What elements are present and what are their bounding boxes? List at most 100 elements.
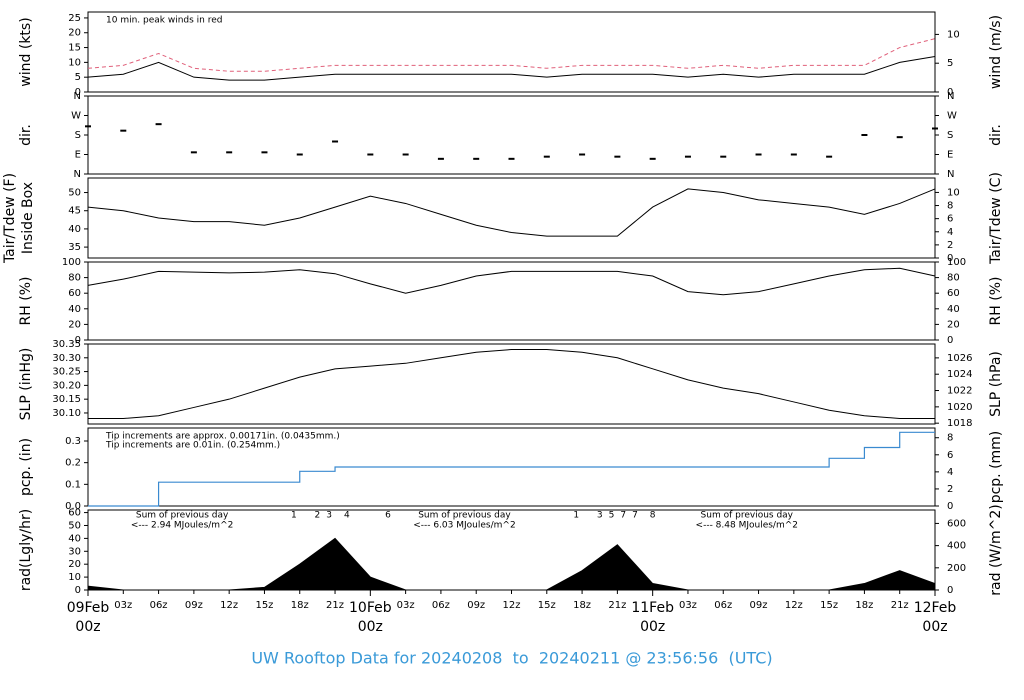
y-axis-label: dir. <box>18 124 34 146</box>
point <box>579 153 586 156</box>
y-tick-label: W <box>71 111 81 122</box>
y2-tick-label: 10 <box>947 29 960 40</box>
point <box>367 153 374 156</box>
marker-label: 7 <box>620 511 626 521</box>
sum-text: <--- 2.94 MJoules/m^2 <box>131 521 233 531</box>
day-hour-label: 00z <box>358 619 383 635</box>
y-tick-label: N <box>74 169 81 180</box>
annotation: 10 min. peak winds in red <box>106 16 223 26</box>
point <box>614 155 621 158</box>
annotation: Tip increments are 0.01in. (0.254mm.) <box>105 441 280 451</box>
x-tick-label: 18z <box>855 600 873 611</box>
y2-tick-label: 20 <box>947 319 960 330</box>
y2-tick-label: 1026 <box>947 353 972 364</box>
y-tick-label: 40 <box>68 533 81 544</box>
y-tick-label: 10 <box>68 57 81 68</box>
day-hour-label: 00z <box>75 619 100 635</box>
y-tick-label: 60 <box>68 508 81 519</box>
panel-frame <box>87 11 936 93</box>
y2-tick-label: 1022 <box>947 386 972 397</box>
y-tick-label: 0.1 <box>65 479 81 490</box>
y-axis-label: SLP (inHg) <box>18 348 34 421</box>
point <box>155 123 162 126</box>
y2-tick-label: E <box>947 150 953 161</box>
panel-frame <box>87 343 936 425</box>
x-tick-label: 15z <box>538 600 556 611</box>
x-tick-label: 15z <box>820 600 838 611</box>
y-tick-label: 30.10 <box>52 408 81 419</box>
series-line <box>87 188 936 237</box>
y2-tick-label: 600 <box>947 518 966 529</box>
y-tick-label: 0.2 <box>65 458 81 469</box>
point <box>755 153 762 156</box>
x-tick-label: 15z <box>255 600 273 611</box>
y2-tick-label: 6 <box>947 450 953 461</box>
y-tick-label: 20 <box>68 28 81 39</box>
y2-axis-label: dir. <box>988 124 1004 146</box>
point <box>437 157 444 160</box>
y-tick-label: 0.3 <box>65 436 81 447</box>
series-line <box>87 55 936 81</box>
marker-label: 1 <box>573 511 579 521</box>
series-line <box>87 267 936 296</box>
footer-title: UW Rooftop Data for 20240208 to 20240211… <box>251 649 772 668</box>
series-line <box>87 38 936 72</box>
point <box>932 127 938 130</box>
y-tick-label: 5 <box>75 72 81 83</box>
y2-tick-label: 8 <box>947 433 953 444</box>
y-tick-label: 40 <box>68 304 81 315</box>
y-tick-label: 30.25 <box>52 367 81 378</box>
marker-label: 6 <box>385 511 391 521</box>
y-tick-label: 45 <box>68 206 81 217</box>
y-tick-label: 30 <box>68 546 81 557</box>
sum-title: Sum of previous day <box>701 511 794 521</box>
y2-tick-label: 6 <box>947 214 953 225</box>
y-tick-label: 0 <box>75 87 81 98</box>
point <box>684 155 691 158</box>
y-tick-label: 50 <box>68 520 81 531</box>
point <box>861 134 868 136</box>
y-axis-label: rad(Lgly/hr) <box>18 509 34 591</box>
y-axis-label: wind (kts) <box>18 17 34 86</box>
y2-tick-label: W <box>947 111 957 122</box>
y2-tick-label: 100 <box>947 257 966 268</box>
marker-label: 2 <box>315 511 321 521</box>
point <box>402 153 409 156</box>
point <box>296 153 303 156</box>
x-tick-label: 09z <box>750 600 768 611</box>
point <box>226 151 233 154</box>
y-tick-label: E <box>75 150 81 161</box>
y-tick-label: 0.0 <box>65 501 81 512</box>
y-tick-label: 20 <box>68 559 81 570</box>
day-label: 10Feb <box>349 600 392 616</box>
y2-axis-label: SLP (hPa) <box>988 351 1004 417</box>
y2-tick-label: 1020 <box>947 402 972 413</box>
x-tick-label: 21z <box>326 600 344 611</box>
day-label: 12Feb <box>914 600 957 616</box>
y-axis-label: pcp. (in) <box>18 438 34 496</box>
y-axis-sublabel: Inside Box <box>20 182 36 254</box>
y2-tick-label: 2 <box>947 484 953 495</box>
marker-label: 1 <box>291 511 297 521</box>
y-tick-label: 25 <box>68 13 81 24</box>
x-tick-label: 18z <box>573 600 591 611</box>
y2-tick-label: 0 <box>947 253 953 264</box>
marker-label: 5 <box>609 511 615 521</box>
day-label: 11Feb <box>631 600 674 616</box>
y2-tick-label: 1018 <box>947 418 972 429</box>
sum-text: <--- 6.03 MJoules/m^2 <box>413 521 515 531</box>
marker-label: 4 <box>344 511 350 521</box>
y-tick-label: 0 <box>75 335 81 346</box>
annotation: Tip increments are approx. 0.00171in. (0… <box>105 432 340 442</box>
y-axis-label: Tair/Tdew (F) <box>2 173 18 264</box>
y2-tick-label: 5 <box>947 58 953 69</box>
point <box>190 151 197 154</box>
point <box>473 157 480 160</box>
y2-tick-label: 4 <box>947 467 953 478</box>
y-tick-label: 40 <box>68 224 81 235</box>
y-tick-label: 20 <box>68 319 81 330</box>
y2-tick-label: 0 <box>947 87 953 98</box>
panel-frame <box>87 95 936 175</box>
